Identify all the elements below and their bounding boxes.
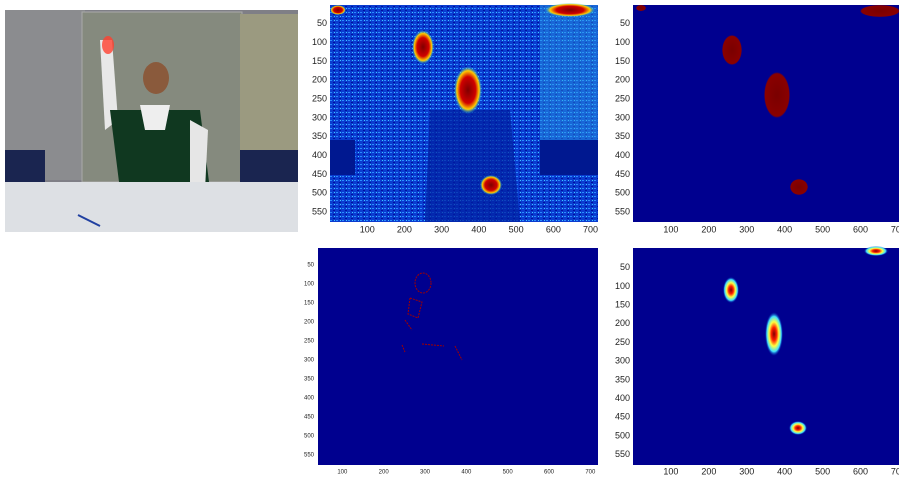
heatmap-edges xyxy=(318,248,598,465)
y-tick-label: 500 xyxy=(615,188,630,198)
x-tick-label: 400 xyxy=(777,466,792,476)
x-tick-label: 100 xyxy=(360,224,375,234)
x-tick-label: 300 xyxy=(739,466,754,476)
y-tick-label: 100 xyxy=(304,282,315,288)
y-tick-label: 550 xyxy=(615,207,630,217)
y-tick-label: 300 xyxy=(312,112,327,122)
figure: 100 200 300 400 500 600 700 50 100 150 200 250 300 35… xyxy=(0,0,899,483)
y-tick-label: 100 xyxy=(615,37,630,47)
y-tick-label: 50 xyxy=(620,18,630,28)
x-tick-label: 100 xyxy=(663,224,678,234)
y-tick-label: 450 xyxy=(312,169,327,179)
x-tick-label: 600 xyxy=(544,470,555,476)
x-tick-label: 200 xyxy=(701,466,716,476)
y-tick-label: 150 xyxy=(615,299,630,309)
y-tick-label: 350 xyxy=(312,131,327,141)
heatmap-smoothed xyxy=(633,246,899,465)
x-tick-label: 100 xyxy=(337,470,348,476)
x-tick-label: 200 xyxy=(379,470,390,476)
y-tick-label: 400 xyxy=(304,396,315,402)
y-tick-label: 50 xyxy=(620,262,630,272)
x-tick-label: 600 xyxy=(546,224,561,234)
x-tick-label: 100 xyxy=(663,466,678,476)
y-tick-label: 400 xyxy=(615,150,630,160)
y-tick-label: 300 xyxy=(615,356,630,366)
y-tick-label: 200 xyxy=(304,320,315,326)
x-tick-label: 200 xyxy=(701,224,716,234)
y-tick-label: 550 xyxy=(615,449,630,459)
y-tick-label: 300 xyxy=(615,112,630,122)
y-tick-label: 400 xyxy=(615,393,630,403)
y-tick-label: 100 xyxy=(615,281,630,291)
x-tick-label: 700 xyxy=(583,224,598,234)
y-tick-label: 150 xyxy=(615,56,630,66)
y-tick-label: 450 xyxy=(304,415,315,421)
x-tick-label: 300 xyxy=(434,224,449,234)
y-tick-label: 200 xyxy=(615,318,630,328)
page: 100 200 300 400 500 600 700 50 100 150 200 250 300 35… xyxy=(0,0,899,483)
y-tick-label: 350 xyxy=(615,131,630,141)
y-tick-label: 250 xyxy=(304,339,315,345)
y-tick-label: 550 xyxy=(312,207,327,217)
y-tick-label: 550 xyxy=(304,453,315,459)
x-tick-label: 300 xyxy=(739,224,754,234)
x-tick-label: 500 xyxy=(503,470,514,476)
y-tick-label: 200 xyxy=(312,75,327,85)
y-tick-label: 450 xyxy=(615,169,630,179)
y-tick-label: 200 xyxy=(615,75,630,85)
y-tick-label: 500 xyxy=(615,430,630,440)
x-tick-label: 700 xyxy=(891,224,899,234)
x-tick-label: 700 xyxy=(585,470,596,476)
x-tick-label: 600 xyxy=(853,466,868,476)
x-tick-label: 500 xyxy=(815,224,830,234)
y-tick-label: 150 xyxy=(304,301,315,307)
y-tick-label: 450 xyxy=(615,412,630,422)
x-tick-label: 400 xyxy=(471,224,486,234)
photo xyxy=(5,10,298,232)
y-tick-label: 500 xyxy=(304,434,315,440)
y-tick-label: 250 xyxy=(312,94,327,104)
y-tick-label: 500 xyxy=(312,188,327,198)
heatmap-raw xyxy=(330,3,598,222)
x-tick-label: 200 xyxy=(397,224,412,234)
y-tick-label: 300 xyxy=(304,358,315,364)
heatmap-threshold xyxy=(633,5,899,222)
y-tick-label: 50 xyxy=(317,18,327,28)
x-tick-label: 500 xyxy=(815,466,830,476)
y-tick-label: 50 xyxy=(307,263,314,269)
x-tick-label: 400 xyxy=(777,224,792,234)
y-tick-label: 250 xyxy=(615,337,630,347)
x-tick-label: 300 xyxy=(420,470,431,476)
x-tick-label: 400 xyxy=(461,470,472,476)
x-tick-label: 700 xyxy=(891,466,899,476)
y-tick-label: 350 xyxy=(615,374,630,384)
y-tick-label: 250 xyxy=(615,94,630,104)
y-tick-label: 150 xyxy=(312,56,327,66)
y-tick-label: 100 xyxy=(312,37,327,47)
x-tick-label: 600 xyxy=(853,224,868,234)
y-tick-label: 350 xyxy=(304,377,315,383)
x-tick-label: 500 xyxy=(509,224,524,234)
y-tick-label: 400 xyxy=(312,150,327,160)
